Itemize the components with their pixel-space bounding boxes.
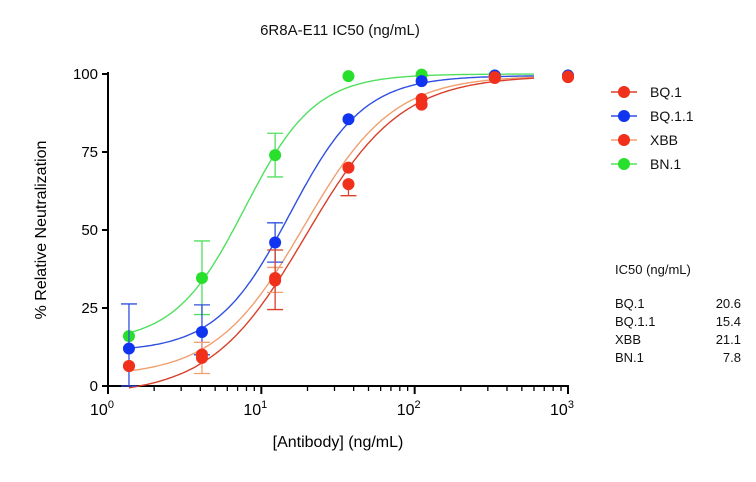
data-point-BN.1 (342, 70, 355, 83)
data-point-BQ.1 (269, 274, 282, 287)
fit-curve-BN.1 (128, 73, 534, 334)
legend-label: BQ.1 (650, 84, 682, 100)
data-point-BQ.1.1 (122, 342, 135, 355)
legend-label: BQ.1.1 (650, 108, 694, 124)
data-point-BQ.1 (488, 72, 501, 85)
data-point-BQ.1 (562, 70, 574, 83)
legend-marker-icon (611, 110, 637, 122)
ic50-row: XBB 21.1 (615, 331, 741, 349)
data-point-BN.1 (195, 272, 208, 285)
y-tick-label: 0 (90, 378, 98, 395)
y-axis-label: % Relative Neutralization (33, 141, 50, 320)
x-tick-label: 100 (90, 399, 114, 419)
ic50-value: 15.4 (715, 314, 741, 329)
legend-item-bn1: BN.1 (610, 152, 694, 176)
legend-item-bq1: BQ.1 (610, 80, 694, 104)
x-axis-label: [Antibody] (ng/mL) (273, 434, 404, 451)
legend-item-bq11: BQ.1.1 (610, 104, 694, 128)
legend-item-xbb: XBB (610, 128, 694, 152)
ic50-variant: BQ.1 (615, 296, 645, 311)
data-point-BQ.1 (122, 360, 135, 373)
chart-title: 6R8A-E11 IC50 (ng/mL) (260, 22, 420, 39)
legend-marker-icon (611, 86, 637, 98)
ic50-variant: BQ.1.1 (615, 314, 656, 329)
legend: BQ.1 BQ.1.1 XBB BN.1 (610, 80, 694, 176)
legend-dot (618, 158, 630, 170)
y-tick-label: 25 (81, 300, 98, 317)
legend-label: XBB (650, 132, 679, 148)
legend-marker-icon (611, 158, 637, 170)
ic50-value: 21.1 (715, 332, 741, 347)
x-tick-label: 102 (397, 399, 421, 419)
data-point-BQ.1.1 (195, 326, 208, 339)
ic50-variant: BN.1 (615, 350, 644, 365)
x-tick-label: 103 (550, 399, 574, 419)
data-point-BQ.1 (415, 98, 428, 111)
data-point-BQ.1.1 (269, 236, 282, 249)
legend-dot (618, 134, 630, 146)
ic50-table: IC50 (ng/mL) BQ.1 20.6 BQ.1.1 15.4 XBB 21.1… (615, 262, 741, 367)
legend-dot (618, 86, 630, 98)
data-point-BN.1 (269, 149, 282, 162)
ic50-row: BQ.1 20.6 (615, 295, 741, 313)
fit-curve-XBB (128, 76, 535, 372)
legend-label: BN.1 (650, 156, 682, 172)
legend-marker-icon (611, 134, 637, 146)
fit-curve-BQ.1 (128, 77, 535, 389)
ic50-row: BQ.1.1 15.4 (615, 313, 741, 331)
y-tick-label: 100 (73, 66, 98, 83)
data-point-BQ.1 (342, 178, 355, 191)
data-point-BQ.1 (195, 351, 208, 364)
ic50-value: 7.8 (722, 350, 741, 365)
data-point-XBB (342, 161, 355, 174)
ic50-row: BN.1 7.8 (615, 349, 741, 367)
ic50-header: IC50 (ng/mL) (615, 262, 691, 277)
y-tick-label: 75 (81, 144, 98, 161)
ic50-variant: XBB (615, 332, 642, 347)
legend-dot (618, 110, 630, 122)
ic50-value: 20.6 (715, 296, 741, 311)
fit-curve-BQ.1.1 (128, 75, 535, 349)
y-tick-label: 50 (81, 222, 98, 239)
data-point-BQ.1.1 (415, 75, 428, 88)
x-tick-label: 101 (243, 399, 267, 419)
data-point-BQ.1.1 (342, 113, 355, 126)
